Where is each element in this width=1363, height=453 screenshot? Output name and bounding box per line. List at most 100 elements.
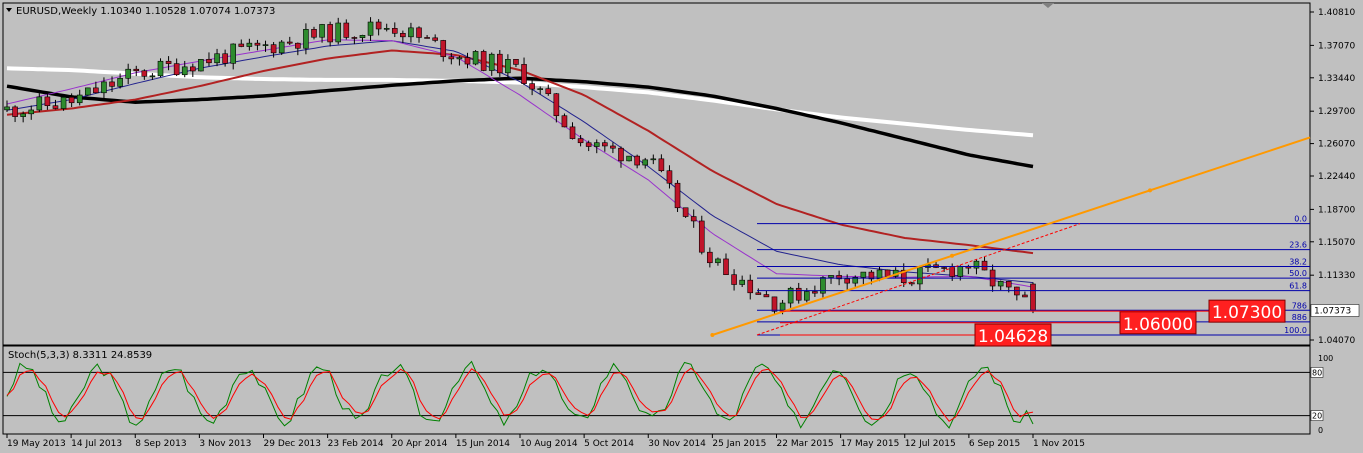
bearish-candle bbox=[424, 37, 430, 39]
bearish-candle bbox=[682, 207, 689, 217]
shift-marker-icon[interactable] bbox=[1042, 3, 1054, 8]
x-tick-label: 17 May 2015 bbox=[841, 439, 900, 449]
bullish-candle bbox=[715, 258, 721, 264]
bullish-candle bbox=[383, 28, 390, 30]
bullish-candle bbox=[335, 22, 342, 43]
bearish-candle bbox=[1030, 283, 1036, 311]
y-tick-label: 1.29700 bbox=[1318, 107, 1355, 117]
bearish-candle bbox=[521, 64, 527, 84]
bearish-candle bbox=[173, 63, 180, 76]
stoch-level-label: 80 bbox=[1312, 368, 1322, 377]
x-tick-label: 30 Nov 2014 bbox=[648, 439, 706, 449]
bearish-candle bbox=[941, 267, 947, 269]
x-tick-label: 23 Feb 2014 bbox=[328, 439, 384, 449]
bullish-candle bbox=[852, 277, 859, 284]
bullish-candle bbox=[125, 68, 131, 79]
x-tick-label: 3 Nov 2013 bbox=[199, 439, 251, 449]
bearish-candle bbox=[569, 126, 576, 139]
bullish-candle bbox=[367, 21, 374, 36]
bearish-candle bbox=[698, 220, 705, 253]
bullish-candle bbox=[787, 287, 794, 304]
bearish-candle bbox=[884, 269, 891, 277]
annotation-price-box bbox=[974, 323, 1052, 347]
bearish-candle bbox=[238, 43, 245, 47]
bearish-candle bbox=[690, 216, 697, 222]
bullish-candle bbox=[246, 42, 253, 47]
bearish-candle bbox=[755, 292, 762, 295]
trendline-anchor-point bbox=[950, 253, 954, 258]
y-tick-label: 1.15070 bbox=[1318, 238, 1355, 248]
y-tick-label: 1.26070 bbox=[1318, 140, 1355, 150]
bullish-candle bbox=[997, 281, 1004, 287]
x-tick-label: 14 Jul 2013 bbox=[71, 439, 122, 449]
trendline-anchor-point bbox=[710, 333, 715, 338]
annotation-price-box bbox=[1119, 311, 1197, 335]
y-tick-label: 1.04070 bbox=[1318, 336, 1355, 346]
stoch-main-line bbox=[6, 360, 1034, 429]
bullish-candle bbox=[860, 271, 867, 278]
bullish-candle bbox=[957, 265, 964, 277]
bullish-candle bbox=[198, 59, 204, 72]
bullish-candle bbox=[739, 279, 745, 285]
bearish-candle bbox=[634, 155, 640, 166]
bullish-candle bbox=[181, 66, 188, 76]
bullish-candle bbox=[20, 113, 26, 117]
bearish-candle bbox=[585, 142, 592, 147]
fibonacci-level-label: 61.8 bbox=[1289, 282, 1307, 291]
bearish-candle bbox=[206, 59, 212, 64]
bearish-candle bbox=[747, 279, 754, 294]
bullish-candle bbox=[472, 51, 479, 65]
collapse-arrow-icon[interactable] bbox=[6, 8, 12, 12]
x-tick-label: 29 Dec 2013 bbox=[264, 439, 322, 449]
fibonacci-level-label: 23.6 bbox=[1289, 241, 1307, 250]
stoch-y-tick-label: 100 bbox=[1318, 354, 1333, 363]
bullish-candle bbox=[117, 78, 123, 87]
fibonacci-level-label: 786 bbox=[1292, 301, 1307, 310]
trendline-anchor-point bbox=[1148, 188, 1152, 193]
bullish-candle bbox=[101, 81, 107, 94]
bearish-candle bbox=[400, 33, 406, 38]
bullish-candle bbox=[214, 53, 220, 64]
bearish-candle bbox=[771, 296, 778, 312]
bearish-candle bbox=[311, 29, 317, 38]
stoch-y-tick-label: 0 bbox=[1318, 426, 1323, 435]
stoch-level-label: 20 bbox=[1312, 412, 1322, 421]
bearish-candle bbox=[440, 40, 447, 58]
x-tick-label: 1 Nov 2015 bbox=[1033, 439, 1085, 449]
x-tick-label: 15 Jun 2014 bbox=[456, 439, 510, 449]
x-tick-label: 19 May 2013 bbox=[7, 439, 66, 449]
bullish-candle bbox=[408, 27, 414, 38]
bearish-candle bbox=[416, 27, 422, 38]
stoch-plot-area bbox=[2, 345, 1311, 435]
bearish-candle bbox=[1022, 294, 1028, 298]
x-tick-label: 22 Mar 2015 bbox=[777, 439, 834, 449]
fibonacci-level-label: 886 bbox=[1292, 313, 1307, 322]
bearish-candle bbox=[844, 278, 850, 284]
bearish-candle bbox=[190, 66, 196, 72]
y-tick-label: 1.40810 bbox=[1318, 8, 1355, 18]
bearish-candle bbox=[133, 68, 140, 72]
bearish-candle bbox=[513, 59, 519, 65]
bearish-candle bbox=[109, 81, 115, 87]
annotation-price-label: 1.06000 bbox=[1123, 315, 1193, 335]
bearish-candle bbox=[949, 267, 956, 277]
current-price-label: 1.07373 bbox=[1314, 307, 1351, 317]
main-plot-area bbox=[2, 2, 1311, 346]
bearish-candle bbox=[391, 28, 398, 34]
bearish-candle bbox=[763, 294, 770, 298]
bearish-candle bbox=[254, 42, 261, 46]
bearish-candle bbox=[836, 275, 842, 280]
bearish-candle bbox=[141, 70, 148, 77]
bearish-candle bbox=[44, 96, 51, 107]
bullish-candle bbox=[488, 53, 495, 71]
bullish-candle bbox=[303, 29, 309, 49]
bearish-candle bbox=[1005, 281, 1012, 288]
bearish-candle bbox=[432, 37, 438, 41]
bullish-candle bbox=[820, 277, 826, 294]
fibonacci-level-label: 50.0 bbox=[1289, 269, 1307, 278]
y-tick-label: 1.33440 bbox=[1318, 74, 1355, 84]
bearish-candle bbox=[602, 142, 608, 147]
fibonacci-level-label: 0.0 bbox=[1294, 215, 1307, 224]
bullish-candle bbox=[803, 291, 810, 301]
